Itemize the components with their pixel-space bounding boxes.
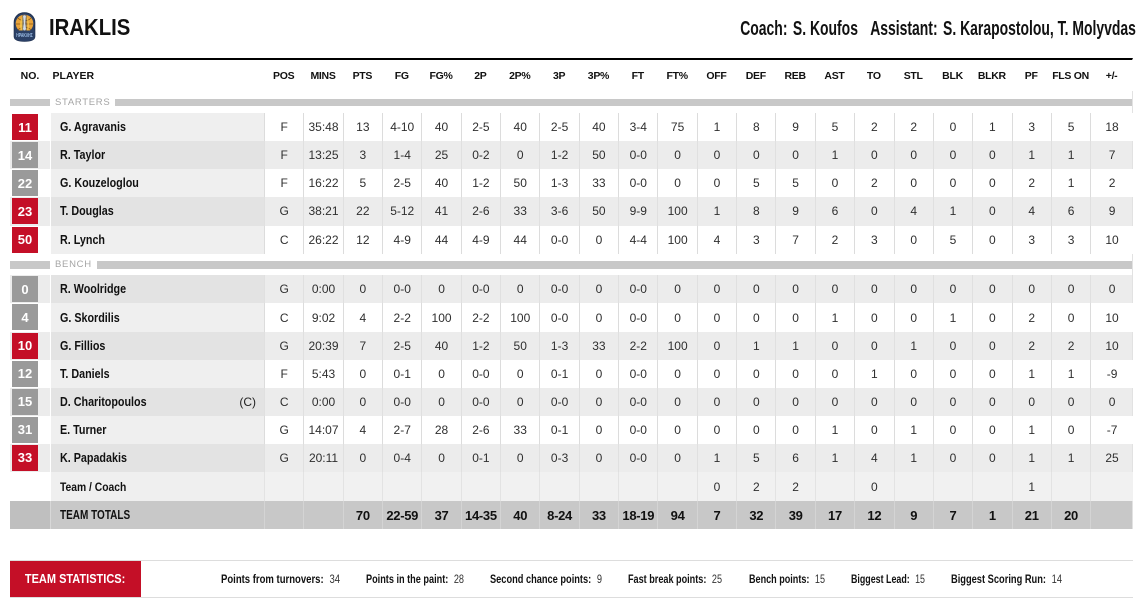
svg-text:ΗΡΑΚΛΗΣ: ΗΡΑΚΛΗΣ xyxy=(16,33,33,39)
